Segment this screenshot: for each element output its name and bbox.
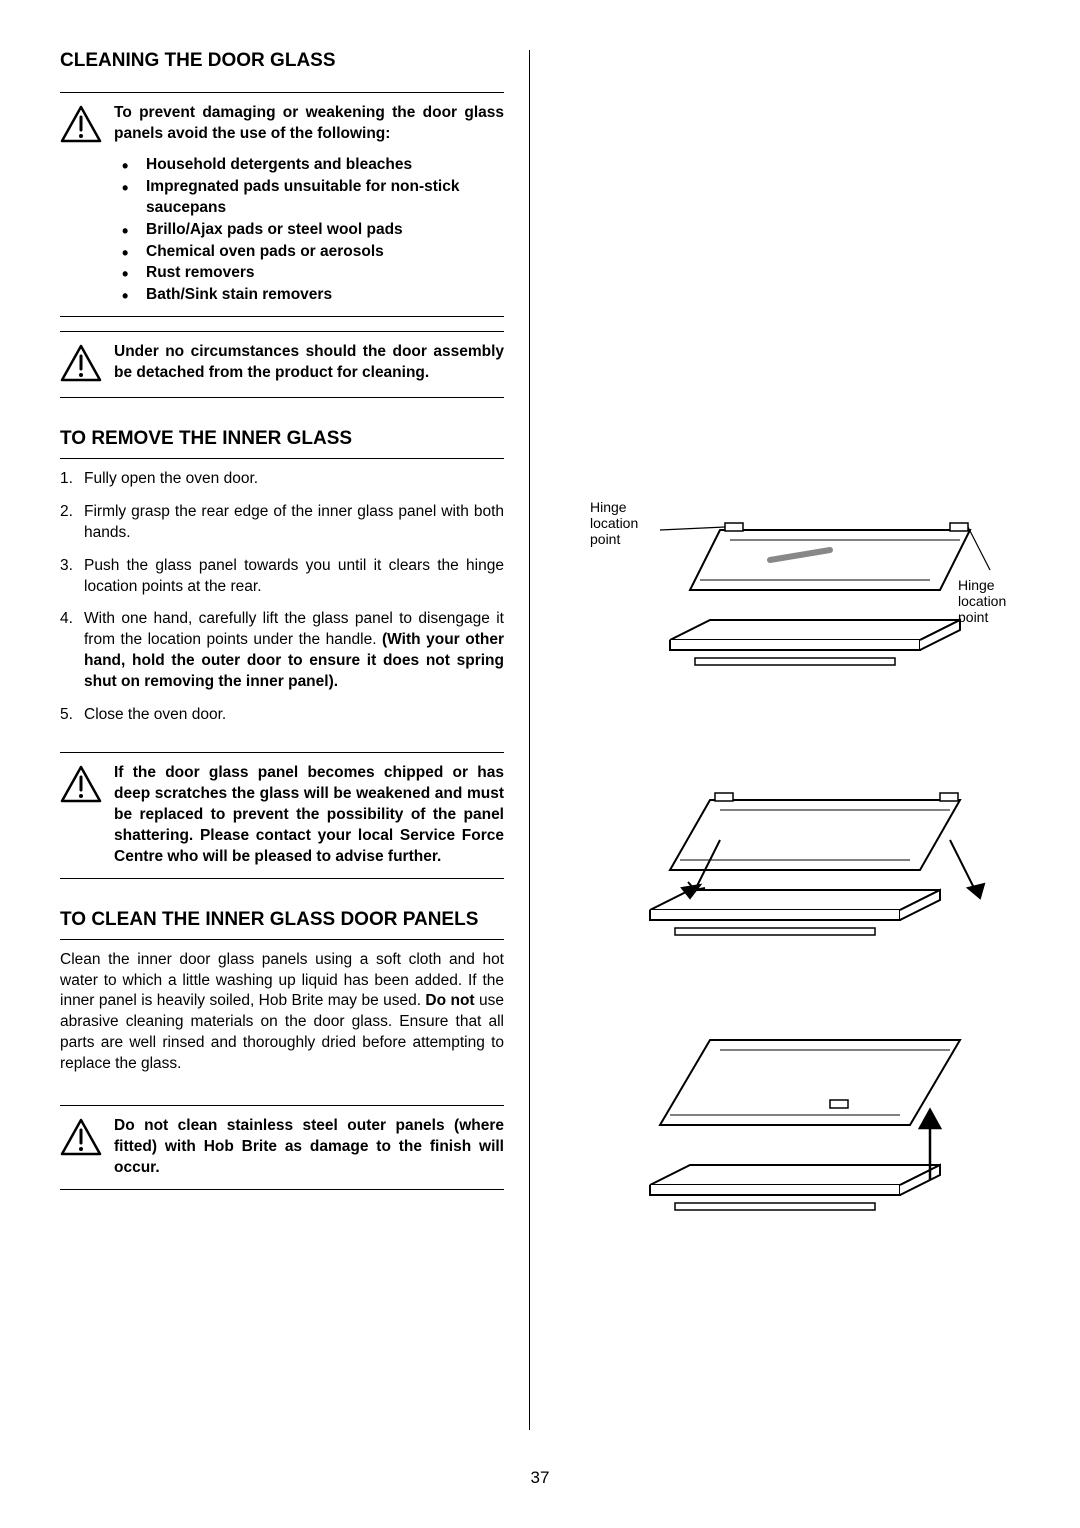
bullet-item: Rust removers (122, 262, 504, 284)
diagram-1-hinge-points: Hinge location point Hinge location poin… (570, 470, 1010, 690)
warning-icon (60, 765, 102, 808)
svg-text:Hinge: Hinge (958, 577, 995, 593)
removal-steps: Fully open the oven door. Firmly grasp t… (60, 469, 504, 726)
section-title-clean: TO CLEAN THE INNER GLASS DOOR PANELS (60, 909, 504, 931)
warning-block-2: Under no circumstances should the door a… (60, 331, 504, 398)
warning-1-intro: To prevent damaging or weakening the doo… (114, 103, 504, 145)
warning-4-text: Do not clean stainless steel outer panel… (114, 1116, 504, 1179)
step-item: Push the glass panel towards you until i… (60, 556, 504, 598)
section-title-main: CLEANING THE DOOR GLASS (60, 50, 504, 72)
diagram-3-lift-arrow (570, 1010, 1010, 1230)
step-item: Fully open the oven door. (60, 469, 504, 490)
page-number: 37 (0, 1468, 1080, 1488)
step-item: Close the oven door. (60, 705, 504, 726)
svg-text:location: location (958, 593, 1006, 609)
svg-text:location: location (590, 515, 638, 531)
divider (60, 939, 504, 940)
diagram-2-slide-arrows (570, 740, 1010, 960)
svg-text:point: point (958, 609, 988, 625)
step-item: With one hand, carefully lift the glass … (60, 609, 504, 693)
warning-block-4: Do not clean stainless steel outer panel… (60, 1105, 504, 1190)
warning-icon (60, 344, 102, 387)
step-item: Firmly grasp the rear edge of the inner … (60, 502, 504, 544)
warning-3-text: If the door glass panel becomes chipped … (114, 763, 504, 868)
svg-text:point: point (590, 531, 620, 547)
clean-paragraph: Clean the inner door glass panels using … (60, 950, 504, 1076)
svg-text:Hinge: Hinge (590, 499, 627, 515)
bullet-item: Impregnated pads unsuitable for non-stic… (122, 176, 504, 219)
warning-block-1: To prevent damaging or weakening the doo… (60, 93, 504, 317)
section-title-remove: TO REMOVE THE INNER GLASS (60, 428, 504, 450)
warning-1-bullets: Household detergents and bleaches Impreg… (122, 154, 504, 306)
warning-2-text: Under no circumstances should the door a… (114, 342, 504, 384)
clean-text-bold: Do not (425, 992, 474, 1009)
warning-icon (60, 105, 102, 148)
bullet-item: Chemical oven pads or aerosols (122, 241, 504, 263)
bullet-item: Bath/Sink stain removers (122, 284, 504, 306)
bullet-item: Brillo/Ajax pads or steel wool pads (122, 219, 504, 241)
bullet-item: Household detergents and bleaches (122, 154, 504, 176)
warning-icon (60, 1118, 102, 1161)
divider (60, 458, 504, 459)
warning-block-3: If the door glass panel becomes chipped … (60, 752, 504, 879)
